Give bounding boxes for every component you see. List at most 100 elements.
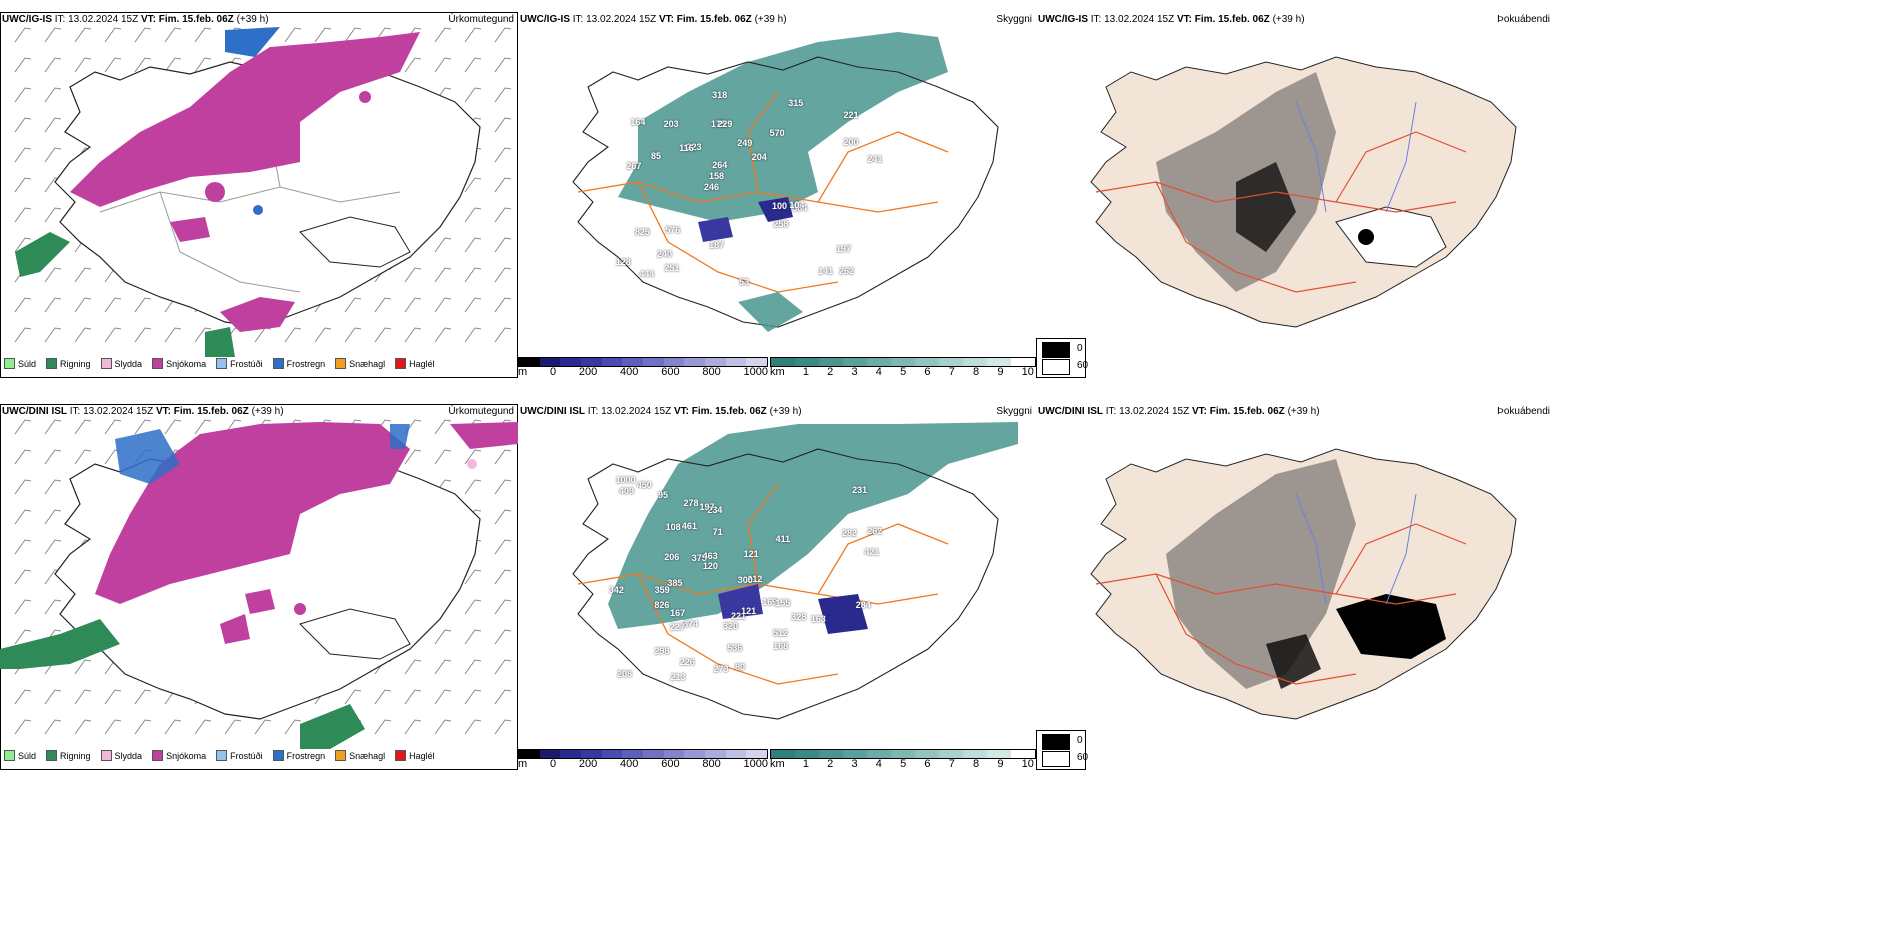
- it-label: IT:: [69, 406, 81, 417]
- colorbar-segment: [843, 358, 867, 366]
- ceiling-value-label: 409: [618, 485, 634, 496]
- ceiling-value-label: 53: [739, 276, 750, 287]
- legend-swatch: [4, 358, 15, 369]
- ceiling-value-label: 273: [713, 664, 729, 675]
- fog-spot: [1358, 229, 1374, 245]
- wind-barb: [194, 327, 212, 343]
- wind-barb: [434, 267, 452, 283]
- vt-label: VT:: [1176, 14, 1192, 25]
- wind-barb: [74, 689, 92, 705]
- tick: 2: [827, 366, 834, 378]
- colorbar-segment: [771, 750, 795, 758]
- wind-barb: [44, 539, 62, 555]
- wind-barb: [344, 689, 362, 705]
- wind-barb: [104, 57, 122, 73]
- legend-swatch: [272, 750, 284, 761]
- rain-south: [205, 327, 235, 357]
- ceiling-value-label: 229: [717, 119, 733, 130]
- wind-barb: [194, 57, 212, 73]
- ceiling-value-label: 212: [747, 574, 763, 585]
- wind-barb: [44, 207, 62, 223]
- colorbar-segment: [819, 750, 843, 758]
- colorbar-segment: [939, 358, 963, 366]
- lead-time: (+39 h): [251, 406, 284, 417]
- visibility-unit: km: [770, 366, 785, 378]
- legend-item: Frostúði: [216, 358, 263, 369]
- ceiling-value-label: 536: [727, 642, 743, 653]
- precip-type-panel-top: UWC/IG-IS IT: 13.02.2024 15Z VT: Fim. 15…: [0, 12, 518, 378]
- wind-barb: [134, 719, 152, 735]
- panel-frame: [0, 404, 518, 770]
- wind-barb: [74, 449, 92, 465]
- legend-item: Snæhagl: [335, 750, 385, 761]
- tick: 10: [1021, 758, 1034, 770]
- wind-barb: [464, 177, 482, 193]
- visibility-colorbar: [770, 749, 1036, 759]
- legend-swatch: [100, 750, 112, 761]
- freezing-rain-north: [390, 424, 410, 449]
- field-name: Úrkomutegund: [448, 406, 514, 417]
- ceiling-value-label: 463: [702, 551, 718, 562]
- ceiling-value-label: 359: [654, 584, 670, 595]
- colorbar-segment: [819, 358, 843, 366]
- ceiling-value-label: 246: [704, 182, 720, 193]
- it-label: IT:: [587, 406, 599, 417]
- colorbar-segment: [939, 750, 963, 758]
- wind-barb: [44, 27, 62, 43]
- ceiling-value-label: 175: [710, 118, 726, 129]
- low-ceiling-area: [818, 594, 868, 634]
- field-name: Skyggni: [996, 406, 1032, 417]
- wind-barb: [374, 719, 392, 735]
- ceiling-value-label: 155: [775, 598, 791, 609]
- fog-swatch-low: [1042, 359, 1070, 375]
- colorbar-segment: [581, 750, 602, 758]
- legend-label: Frostregn: [286, 358, 326, 369]
- wind-barb: [434, 659, 452, 675]
- wind-barb: [164, 57, 182, 73]
- wind-barb: [404, 327, 422, 343]
- wind-barb: [164, 327, 182, 343]
- colorbar-segment: [663, 358, 685, 366]
- tick: 9: [997, 758, 1004, 770]
- wind-barb: [494, 237, 512, 253]
- model-name: UWC/DINI ISL: [1038, 406, 1103, 417]
- wind-barb: [404, 57, 422, 73]
- snow-center: [220, 614, 250, 644]
- wind-barb: [134, 297, 152, 313]
- wind-barb: [494, 297, 512, 313]
- ceiling-value-label: 221: [843, 109, 859, 120]
- ceiling-value-label: 121: [741, 606, 757, 617]
- field-name: Þokuábendi: [1497, 406, 1550, 417]
- legend-item: Haglél: [395, 750, 435, 761]
- panel-header: UWC/IG-IS IT: 13.02.2024 15Z VT: Fim. 15…: [520, 14, 787, 26]
- glacier-clear-area: [1335, 206, 1447, 268]
- wind-barb: [494, 659, 512, 675]
- river-network: [1295, 493, 1417, 605]
- ceiling-value-label: 85: [650, 150, 661, 161]
- wind-barb: [134, 27, 152, 43]
- tick: 5: [900, 366, 907, 378]
- colorbar-segment: [643, 750, 664, 758]
- wind-barb: [74, 297, 92, 313]
- vt-label: VT:: [1191, 406, 1207, 417]
- wind-barb: [284, 719, 302, 735]
- precip-map: [14, 27, 512, 357]
- wind-barb: [464, 267, 482, 283]
- visibility-panel-top: UWC/IG-IS IT: 13.02.2024 15Z VT: Fim. 15…: [518, 12, 1036, 378]
- legend-label: Frostúði: [230, 358, 263, 369]
- ceiling-value-label: 570: [769, 128, 785, 139]
- wind-barb: [14, 449, 32, 465]
- wind-barb: [104, 419, 122, 435]
- wind-barb: [44, 117, 62, 133]
- wind-barb: [494, 629, 512, 645]
- colorbar-segment: [581, 358, 602, 366]
- wind-barb: [44, 419, 62, 435]
- tick: 4: [875, 366, 882, 378]
- wind-barb: [404, 659, 422, 675]
- colorbar-segment: [1011, 358, 1035, 366]
- it-value: 13.02.2024 15Z: [601, 406, 672, 417]
- wind-barb: [104, 719, 122, 735]
- fog-core: [1236, 162, 1296, 252]
- it-label: IT:: [572, 14, 584, 25]
- wind-barb: [374, 689, 392, 705]
